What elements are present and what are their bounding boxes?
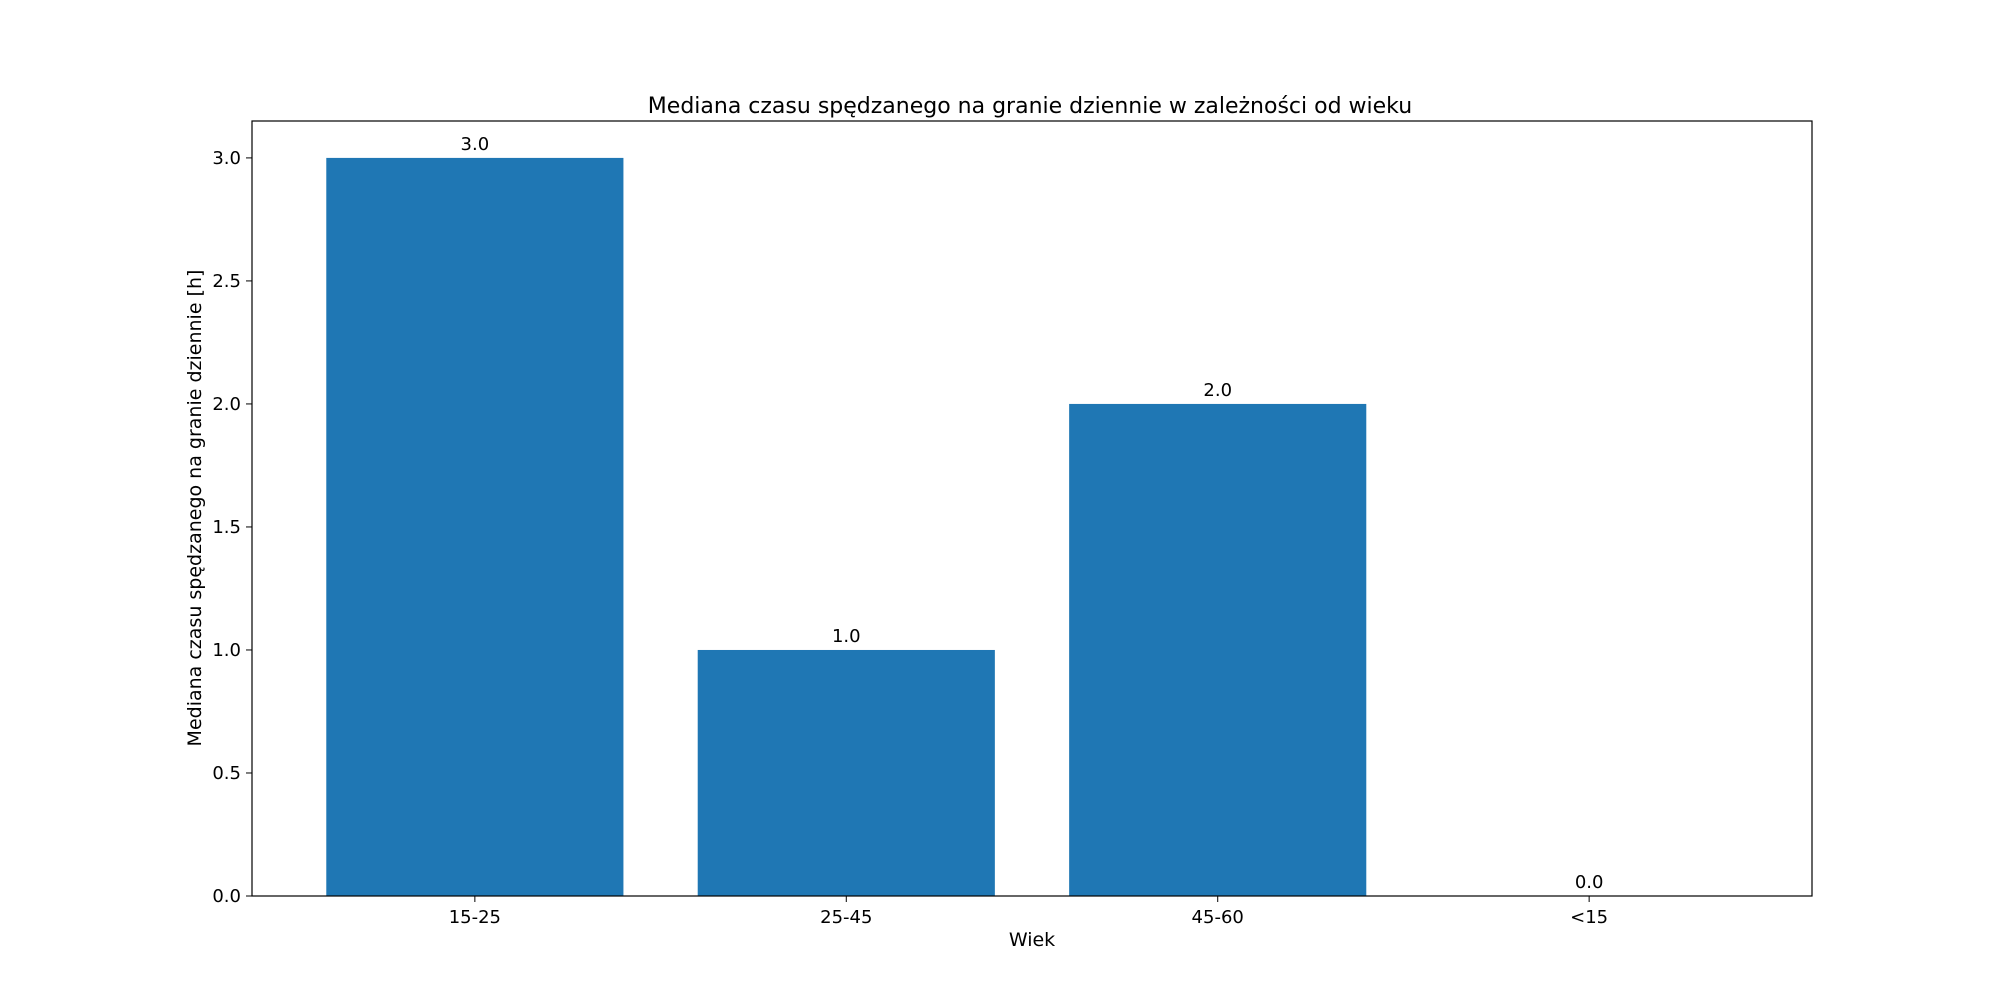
data-label-2: 1.0: [832, 626, 861, 647]
x-axis-label: Wiek: [1009, 929, 1055, 951]
y-axis-label: Mediana czasu spędzanego na granie dzien…: [184, 270, 206, 747]
y-tick-label: 3.0: [212, 148, 241, 169]
bar-2: [697, 649, 995, 896]
data-label-3: 2.0: [1203, 380, 1232, 401]
y-tick-label: 0.5: [212, 763, 241, 784]
x-tick-label: <15: [1570, 907, 1608, 928]
bar-3: [1069, 403, 1367, 896]
y-axis-ticks: 0.0 0.5 1.0 1.5 2.0 2.5 3.0: [212, 148, 252, 907]
bars-group: [326, 157, 1367, 896]
x-axis-ticks: 15-25 25-45 45-60 <15: [449, 896, 1608, 928]
chart-title: Mediana czasu spędzanego na granie dzien…: [648, 94, 1412, 119]
data-labels-group: 3.0 1.0 2.0 0.0: [461, 134, 1604, 893]
x-tick-label: 25-45: [820, 907, 872, 928]
y-tick-label: 1.0: [212, 640, 241, 661]
plot-frame: [251, 120, 1813, 897]
y-tick-label: 2.0: [212, 394, 241, 415]
y-tick-label: 1.5: [212, 517, 241, 538]
bar-1: [326, 157, 624, 896]
y-tick-label: 0.0: [212, 886, 241, 907]
y-tick-label: 2.5: [212, 271, 241, 292]
x-tick-label: 45-60: [1192, 907, 1244, 928]
x-tick-label: 15-25: [449, 907, 501, 928]
data-label-4: 0.0: [1575, 872, 1604, 893]
data-label-1: 3.0: [461, 134, 490, 155]
